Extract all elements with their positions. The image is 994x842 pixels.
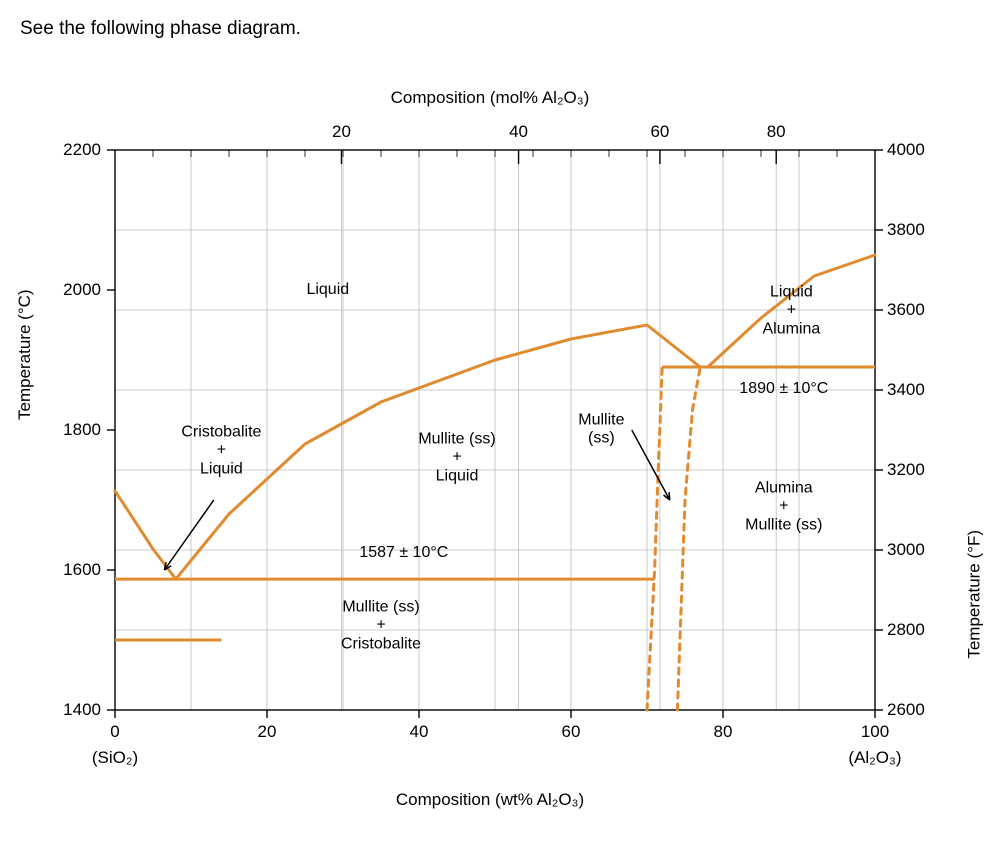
phase-mullite-liquid: Mullite (ss)+Liquid — [418, 430, 495, 485]
y-left-tick-1600: 1600 — [63, 560, 101, 580]
y-right-tick-3200: 3200 — [887, 460, 925, 480]
phase-alumina-mullite: Alumina+Mullite (ss) — [745, 479, 822, 534]
y-right-axis-title: Temperature (°F) — [965, 530, 985, 659]
x-bottom-tick-80: 80 — [714, 722, 733, 742]
x-top-tick-40: 40 — [509, 122, 528, 142]
peritectic-label: 1890 ± 10°C — [739, 380, 828, 398]
end-left-sio2: (SiO₂) — [92, 748, 138, 768]
phase-mullite-ss: Mullite(ss) — [578, 412, 624, 449]
y-left-tick-1800: 1800 — [63, 420, 101, 440]
x-top-tick-60: 60 — [650, 122, 669, 142]
y-right-tick-3400: 3400 — [887, 380, 925, 400]
x-bottom-tick-40: 40 — [410, 722, 429, 742]
intro-text: See the following phase diagram. — [20, 18, 974, 40]
y-right-tick-3000: 3000 — [887, 540, 925, 560]
page: See the following phase diagram. Composi… — [0, 0, 994, 842]
y-right-tick-3600: 3600 — [887, 300, 925, 320]
x-bottom-tick-100: 100 — [861, 722, 889, 742]
y-left-tick-2000: 2000 — [63, 280, 101, 300]
end-right-al2o3: (Al₂O₃) — [848, 748, 901, 768]
y-right-tick-3800: 3800 — [887, 220, 925, 240]
x-bottom-tick-60: 60 — [562, 722, 581, 742]
x-bottom-tick-20: 20 — [258, 722, 277, 742]
phase-cristobalite-liquid: Cristobalite+Liquid — [181, 423, 261, 478]
x-top-tick-80: 80 — [767, 122, 786, 142]
x-top-tick-20: 20 — [332, 122, 351, 142]
phase-liquid-alumina: Liquid+Alumina — [762, 283, 820, 338]
y-left-tick-2200: 2200 — [63, 140, 101, 160]
eutectic-label: 1587 ± 10°C — [359, 543, 448, 561]
phase-mullite-cristobalite: Mullite (ss)+Cristobalite — [341, 598, 421, 653]
y-left-tick-1400: 1400 — [63, 700, 101, 720]
x-bottom-tick-0: 0 — [110, 722, 119, 742]
y-right-tick-2800: 2800 — [887, 620, 925, 640]
phase-liquid: Liquid — [306, 281, 349, 299]
y-right-tick-2600: 2600 — [887, 700, 925, 720]
phase-diagram-chart: Composition (mol% Al₂O₃) Composition (wt… — [20, 60, 960, 820]
y-right-tick-4000: 4000 — [887, 140, 925, 160]
